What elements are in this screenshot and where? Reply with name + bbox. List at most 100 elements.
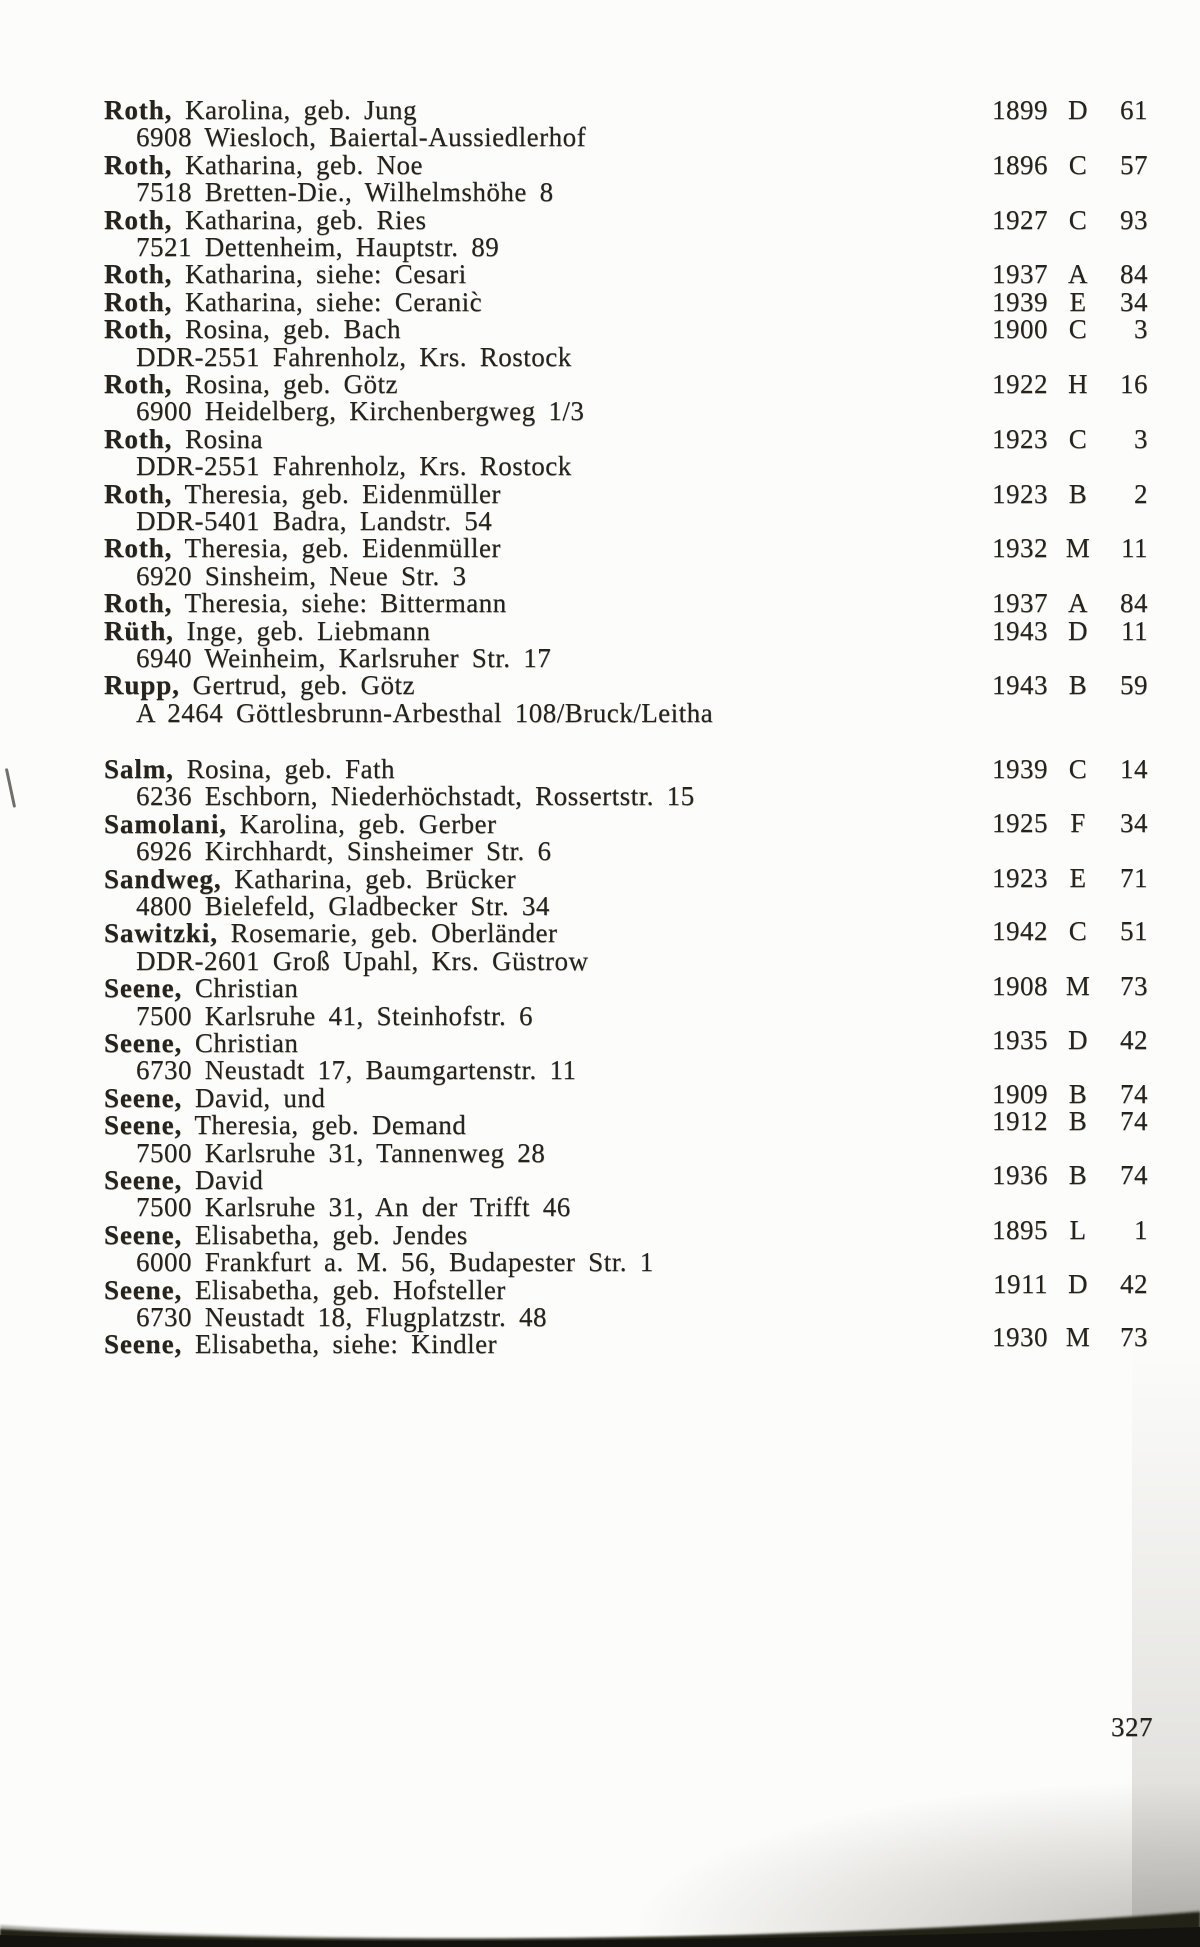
given-names: Rosina bbox=[172, 423, 264, 454]
surname: Roth, bbox=[104, 149, 173, 180]
entry-name-line: Roth, Katharina, siehe: Ceranic̀ bbox=[104, 286, 483, 317]
birth-year: 1937 bbox=[992, 588, 1048, 619]
index-number: 11 bbox=[1121, 533, 1148, 564]
given-names: Theresia, geb. Eidenmüller bbox=[172, 478, 501, 509]
entry-address-line: 6730 Neustadt 18, Flugplatzstr. 48 bbox=[136, 1302, 547, 1332]
surname: Seene, bbox=[104, 1274, 183, 1305]
birth-year: 1923 bbox=[992, 423, 1048, 454]
birth-year: 1909 bbox=[992, 1078, 1048, 1109]
index-letter: C bbox=[1068, 314, 1088, 345]
entry-name-line: Roth, Katharina, geb. Ries bbox=[104, 204, 427, 235]
index-letter: C bbox=[1068, 204, 1088, 235]
surname: Rüth, bbox=[104, 615, 174, 646]
surname: Sandweg, bbox=[104, 863, 222, 894]
entry-name-line: Roth, Karolina, geb. Jung bbox=[104, 97, 417, 124]
index-number: 74 bbox=[1120, 1160, 1148, 1190]
birth-year: 1932 bbox=[992, 533, 1048, 564]
surname: Roth, bbox=[104, 95, 173, 125]
entry-name-line: Seene, David bbox=[104, 1167, 263, 1194]
index-number: 73 bbox=[1120, 1322, 1148, 1353]
birth-year: 1912 bbox=[992, 1106, 1048, 1137]
index-letter: B bbox=[1068, 1106, 1088, 1137]
index-number: 73 bbox=[1120, 971, 1148, 1002]
given-names: Karolina, geb. Jung bbox=[172, 95, 417, 125]
given-names: Katharina, siehe: Ceranic̀ bbox=[172, 286, 483, 317]
birth-year: 1927 bbox=[992, 204, 1048, 235]
entry-address-line: 7500 Karlsruhe 41, Steinhofstr. 6 bbox=[136, 1000, 533, 1031]
birth-year: 1942 bbox=[992, 916, 1048, 947]
index-number: 3 bbox=[1134, 423, 1148, 454]
surname: Seene, bbox=[104, 1219, 183, 1250]
index-number: 1 bbox=[1134, 1214, 1148, 1245]
index-letter: D bbox=[1068, 615, 1088, 646]
index-number: 42 bbox=[1120, 1025, 1148, 1055]
birth-year: 1908 bbox=[992, 971, 1048, 1002]
given-names: Elisabetha, geb. Jendes bbox=[182, 1219, 468, 1250]
index-number: 3 bbox=[1134, 314, 1148, 345]
index-letter: H bbox=[1068, 369, 1088, 399]
entry-address-line: DDR-2551 Fahrenholz, Krs. Rostock bbox=[136, 451, 572, 482]
given-names: Katharina, siehe: Cesari bbox=[172, 259, 467, 290]
entry-name-line: Roth, Rosina, geb. Götz bbox=[104, 371, 398, 398]
index-number: 42 bbox=[1120, 1268, 1148, 1299]
given-names: Katharina, geb. Ries bbox=[172, 204, 427, 235]
index-letter: C bbox=[1068, 149, 1088, 180]
entry-name-line: Seene, Elisabetha, geb. Hofsteller bbox=[104, 1274, 506, 1305]
birth-year: 1899 bbox=[992, 95, 1048, 125]
given-names: Theresia, geb. Demand bbox=[182, 1110, 467, 1141]
surname: Roth, bbox=[104, 423, 173, 454]
entry-address-line: 6926 Kirchhardt, Sinsheimer Str. 6 bbox=[136, 836, 552, 867]
index-number: 14 bbox=[1120, 754, 1148, 784]
scan-stray-mark bbox=[4, 768, 16, 808]
entry-name-line: Seene, Elisabetha, siehe: Kindler bbox=[104, 1331, 497, 1358]
given-names: Theresia, siehe: Bittermann bbox=[172, 588, 507, 619]
entry-name-line: Roth, Theresia, geb. Eidenmüller bbox=[104, 478, 501, 509]
given-names: Karolina, geb. Gerber bbox=[226, 808, 497, 839]
index-letter: M bbox=[1065, 533, 1091, 564]
entry-address-line: 4800 Bielefeld, Gladbecker Str. 34 bbox=[136, 891, 550, 921]
entry-name-line: Roth, Rosina, geb. Bach bbox=[104, 316, 401, 343]
entry-address-line: DDR-2601 Groß Upahl, Krs. Güstrow bbox=[136, 945, 589, 976]
entry-name-line: Sawitzki, Rosemarie, geb. Oberländer bbox=[104, 920, 558, 947]
page-edge-shading bbox=[1132, 1340, 1200, 1930]
index-letter: F bbox=[1070, 807, 1086, 838]
given-names: Christian bbox=[182, 973, 299, 1004]
entry-name-line: Rüth, Inge, geb. Liebmann bbox=[104, 615, 430, 646]
index-number: 93 bbox=[1120, 204, 1148, 235]
given-names: David, und bbox=[182, 1082, 326, 1113]
birth-year: 1930 bbox=[992, 1322, 1048, 1353]
index-letter: B bbox=[1068, 1160, 1088, 1190]
surname: Roth, bbox=[104, 369, 173, 399]
surname: Roth, bbox=[104, 286, 173, 317]
entry-name-line: Roth, Katharina, siehe: Cesari bbox=[104, 261, 467, 288]
index-letter: D bbox=[1068, 95, 1088, 125]
index-number: 51 bbox=[1120, 916, 1148, 947]
birth-year: 1923 bbox=[992, 862, 1048, 893]
index-number: 59 bbox=[1120, 670, 1148, 701]
entry-address-line: 6000 Frankfurt a. M. 56, Budapester Str.… bbox=[136, 1247, 654, 1278]
index-number: 84 bbox=[1120, 588, 1148, 619]
birth-year: 1939 bbox=[992, 754, 1048, 784]
index-number: 34 bbox=[1120, 807, 1148, 838]
entry-name-line: Roth, Theresia, siehe: Bittermann bbox=[104, 590, 507, 617]
birth-year: 1922 bbox=[992, 369, 1048, 399]
birth-year: 1943 bbox=[992, 670, 1048, 701]
given-names: Christian bbox=[182, 1028, 299, 1058]
index-number: 84 bbox=[1120, 259, 1148, 290]
surname: Seene, bbox=[104, 1082, 183, 1113]
entry-address-line: 7500 Karlsruhe 31, Tannenweg 28 bbox=[136, 1137, 546, 1168]
surname: Roth, bbox=[104, 533, 173, 564]
entry-address-line: A 2464 Göttlesbrunn-Arbesthal 108/Bruck/… bbox=[136, 697, 714, 728]
entry-address-line: 7518 Bretten-Die., Wilhelmshöhe 8 bbox=[136, 177, 554, 208]
given-names: David bbox=[182, 1165, 264, 1195]
given-names: Rosina, geb. Bach bbox=[172, 314, 401, 345]
index-letter: M bbox=[1065, 1322, 1091, 1353]
surname: Seene, bbox=[104, 1165, 183, 1195]
given-names: Katharina, geb. Noe bbox=[172, 149, 423, 180]
entry-name-line: Seene, Elisabetha, geb. Jendes bbox=[104, 1219, 468, 1250]
entry-address-line: 6730 Neustadt 17, Baumgartenstr. 11 bbox=[136, 1055, 577, 1086]
birth-year: 1896 bbox=[992, 149, 1048, 180]
index-number: 74 bbox=[1120, 1106, 1148, 1137]
surname: Seene, bbox=[104, 1028, 183, 1058]
entry-address-line: 6908 Wiesloch, Baiertal-Aussiedlerhof bbox=[136, 122, 587, 153]
